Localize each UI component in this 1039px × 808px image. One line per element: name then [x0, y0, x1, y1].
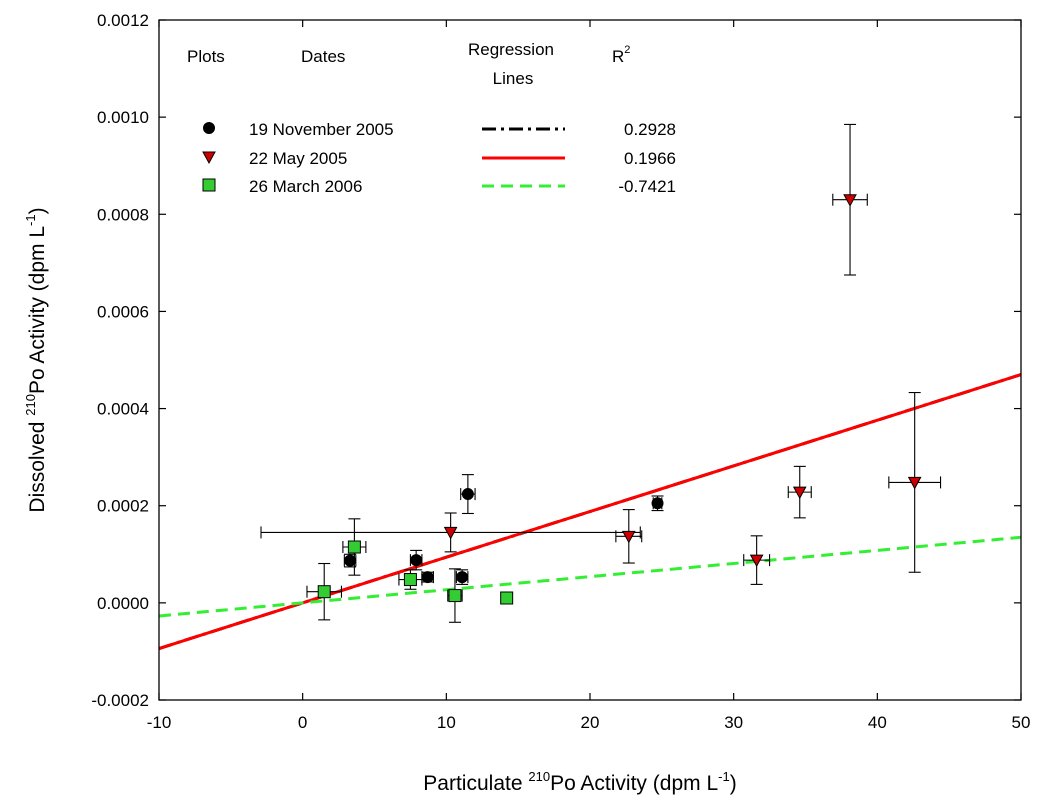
data-point [832, 123, 868, 276]
point-marker [403, 573, 417, 587]
y-tick-label: 0.0010 [97, 108, 149, 127]
y-axis-label: Dissolved 210Po Activity (dpm L-1) [23, 207, 49, 512]
data-point [787, 465, 812, 519]
data-point [888, 391, 942, 573]
data-point [500, 591, 514, 605]
y-tick-label: 0.0000 [97, 594, 149, 613]
legend-r2-value: 0.2928 [624, 120, 676, 139]
point-marker [344, 554, 357, 567]
legend-header-plots: Plots [187, 47, 225, 66]
data-points [260, 123, 942, 623]
legend-date: 22 May 2005 [249, 149, 347, 168]
x-tick-label: 30 [724, 713, 743, 732]
y-tick-label: -0.0002 [91, 691, 149, 710]
legend-r2-value: -0.7421 [618, 177, 676, 196]
point-marker [907, 476, 922, 490]
x-tick-label: 10 [437, 713, 456, 732]
legend-header-r2: R2 [612, 44, 630, 66]
data-point [743, 535, 771, 585]
data-point [421, 571, 434, 584]
y-tick-label: 0.0012 [97, 11, 149, 30]
point-marker [792, 486, 807, 500]
point-marker [421, 571, 434, 584]
x-tick-label: 20 [581, 713, 600, 732]
point-marker [347, 540, 361, 554]
data-point [260, 512, 641, 553]
point-marker [456, 571, 469, 584]
legend-header-lines: Lines [493, 69, 534, 88]
x-tick-label: -10 [147, 713, 172, 732]
data-point [398, 569, 423, 590]
y-tick-label: 0.0002 [97, 497, 149, 516]
data-point [447, 568, 463, 623]
point-marker [410, 554, 423, 567]
regression-line [159, 373, 1021, 650]
legend: Plots Dates Regression Lines R2 19 Novem… [187, 40, 676, 196]
data-point [306, 562, 343, 621]
point-marker [461, 488, 474, 501]
y-tick-label: 0.0004 [97, 400, 149, 419]
point-marker [443, 526, 458, 540]
data-point [342, 518, 367, 576]
data-point [455, 569, 469, 585]
x-tick-label: 0 [298, 713, 307, 732]
x-axis-label: Particulate 210Po Activity (dpm L-1) [423, 769, 736, 795]
legend-date: 19 November 2005 [249, 120, 394, 139]
regression-lines [159, 373, 1021, 650]
point-marker [843, 194, 857, 207]
legend-marker [202, 151, 216, 165]
y-axis: -0.0002 0.0000 0.0002 0.0004 0.0006 0.0008 0.0… [91, 11, 1021, 710]
legend-r2-value: 0.1966 [624, 149, 676, 168]
y-tick-label: 0.0006 [97, 302, 149, 321]
legend-header-dates: Dates [301, 47, 345, 66]
x-tick-label: 50 [1012, 713, 1031, 732]
legend-date: 26 March 2006 [249, 177, 362, 196]
legend-marker [203, 122, 215, 134]
point-marker [448, 589, 462, 603]
regression-line [159, 535, 1021, 618]
legend-marker [202, 178, 216, 192]
data-point [651, 495, 664, 512]
point-marker [500, 591, 514, 605]
x-axis: -10 0 10 20 30 40 50 [147, 20, 1031, 732]
x-tick-label: 40 [868, 713, 887, 732]
point-marker [651, 497, 664, 510]
data-point [460, 474, 476, 515]
data-point [615, 509, 643, 564]
point-marker [621, 530, 636, 544]
legend-rows: 19 November 2005 0.2928 22 May 2005 0.1966 2… [202, 120, 676, 196]
y-tick-label: 0.0008 [97, 205, 149, 224]
legend-header-regression: Regression [468, 40, 554, 59]
point-marker [317, 585, 331, 599]
point-marker [749, 554, 764, 568]
